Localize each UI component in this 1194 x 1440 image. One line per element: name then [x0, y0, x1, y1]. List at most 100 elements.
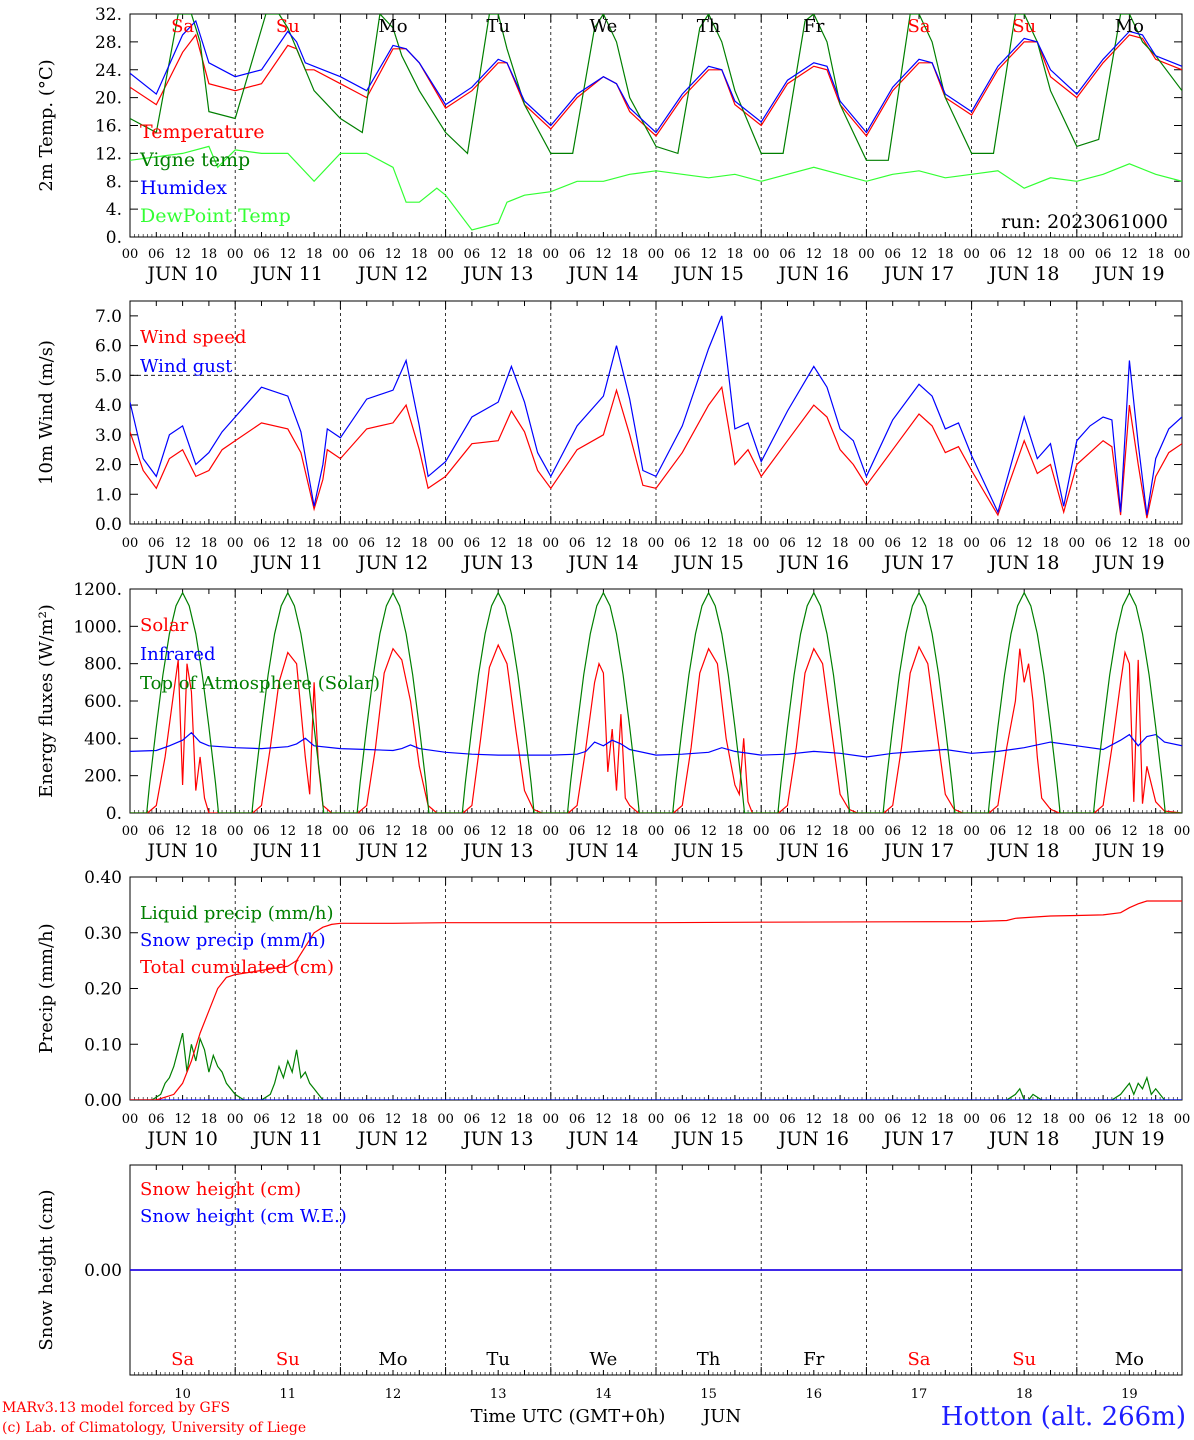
- x-date-label: JUN 14: [566, 552, 638, 574]
- x-hour-label: 18: [201, 1112, 218, 1127]
- x-hour-label: 00: [1069, 1112, 1086, 1127]
- x-hour-label: 06: [148, 536, 165, 551]
- y-tick-label: 0.20: [84, 980, 122, 1000]
- x-hour-label: 00: [1174, 247, 1191, 262]
- plot-frame: [129, 588, 1183, 814]
- y-tick-label: 1.0: [95, 485, 122, 505]
- x-date-label: JUN 13: [461, 263, 533, 285]
- x-hour-label: 12: [911, 536, 928, 551]
- x-hour-label: 18: [832, 1112, 849, 1127]
- station-name: Hotton (alt. 266m): [940, 1402, 1186, 1432]
- x-hour-label: 00: [858, 536, 875, 551]
- x-hour-label: 00: [1174, 1112, 1191, 1127]
- y-tick-label: 16.: [95, 117, 122, 137]
- x-hour-label: 12: [490, 536, 507, 551]
- x-hour-label: 18: [411, 536, 428, 551]
- x-hour-label: 06: [990, 536, 1007, 551]
- x-hour-label: 18: [937, 1112, 954, 1127]
- series-line-wind-gust: [130, 315, 1182, 516]
- y-tick-label: 200.: [84, 767, 122, 787]
- x-hour-label: 00: [753, 824, 770, 839]
- x-hour-label: 06: [569, 247, 586, 262]
- x-hour-label: 06: [884, 536, 901, 551]
- series-line-dewpoint-temp: [130, 145, 1182, 231]
- x-hour-label: 00: [227, 536, 244, 551]
- x-hour-label: 06: [990, 1112, 1007, 1127]
- weekday-label: Tu: [486, 1349, 510, 1370]
- x-date-label: JUN 16: [777, 1128, 849, 1150]
- weekday-label: Th: [697, 1349, 721, 1370]
- weekday-label: Mo: [378, 1349, 407, 1370]
- x-hour-label: 00: [543, 536, 560, 551]
- x-hour-label: 12: [1016, 536, 1033, 551]
- x-hour-label: 18: [937, 247, 954, 262]
- y-tick-label: 12.: [95, 144, 122, 164]
- legend-entry: Top of Atmosphere (Solar): [140, 673, 380, 694]
- x-hour-label: 06: [464, 1112, 481, 1127]
- x-hour-label: 06: [990, 247, 1007, 262]
- x-hour-label: 00: [437, 1112, 454, 1127]
- x-hour-label: 12: [385, 824, 402, 839]
- x-hour-label: 06: [779, 536, 796, 551]
- weekday-label: Fr: [803, 16, 824, 37]
- y-tick-label: 0.00: [84, 1091, 122, 1111]
- day-number-label: 15: [700, 1387, 717, 1402]
- series-line-humidex: [130, 19, 1182, 134]
- y-tick-label: 400.: [84, 729, 122, 749]
- x-date-label: JUN 18: [987, 840, 1059, 862]
- x-date-label: JUN 11: [251, 263, 323, 285]
- x-hour-label: 12: [174, 824, 191, 839]
- x-hour-label: 00: [332, 1112, 349, 1127]
- x-hour-label: 06: [464, 536, 481, 551]
- x-hour-label: 18: [937, 536, 954, 551]
- x-hour-label: 18: [516, 536, 533, 551]
- x-hour-label: 18: [306, 247, 323, 262]
- weekday-label: Tu: [486, 16, 510, 37]
- x-hour-label: 12: [280, 1112, 297, 1127]
- x-hour-label: 00: [1174, 536, 1191, 551]
- x-hour-label: 06: [674, 247, 691, 262]
- x-date-label: JUN 17: [882, 1128, 954, 1150]
- x-hour-label: 00: [1069, 824, 1086, 839]
- x-hour-label: 00: [227, 824, 244, 839]
- x-hour-label: 12: [1121, 1112, 1138, 1127]
- x-hour-label: 18: [516, 824, 533, 839]
- plot-frame: [129, 13, 1183, 238]
- x-hour-label: 18: [1042, 824, 1059, 839]
- x-hour-label: 12: [174, 536, 191, 551]
- x-hour-label: 12: [280, 824, 297, 839]
- y-tick-label: 600.: [84, 692, 122, 712]
- legend-entry: Snow height (cm): [140, 1179, 301, 1200]
- x-hour-label: 00: [122, 824, 139, 839]
- x-hour-label: 12: [911, 247, 928, 262]
- x-hour-label: 00: [963, 247, 980, 262]
- x-hour-label: 00: [858, 1112, 875, 1127]
- x-hour-label: 12: [1016, 824, 1033, 839]
- x-hour-label: 00: [332, 536, 349, 551]
- x-hour-label: 06: [884, 247, 901, 262]
- x-date-label: JUN 10: [145, 263, 217, 285]
- weekday-label: Sa: [171, 16, 194, 37]
- x-hour-label: 00: [753, 536, 770, 551]
- y-axis-label: Energy fluxes (W/m²): [36, 604, 57, 798]
- x-hour-label: 18: [727, 247, 744, 262]
- x-hour-label: 12: [700, 824, 717, 839]
- x-hour-label: 12: [700, 1112, 717, 1127]
- run-annotation: run: 2023061000: [1001, 211, 1168, 233]
- day-number-label: 12: [385, 1387, 402, 1402]
- day-number-label: 17: [911, 1387, 928, 1402]
- y-tick-label: 1200.: [73, 580, 122, 600]
- x-date-label: JUN 11: [251, 1128, 323, 1150]
- y-tick-label: 1000.: [73, 617, 122, 637]
- x-hour-label: 00: [332, 247, 349, 262]
- x-date-label: JUN 17: [882, 263, 954, 285]
- x-hour-label: 00: [437, 536, 454, 551]
- y-tick-label: 2.0: [95, 456, 122, 476]
- x-hour-label: 12: [700, 247, 717, 262]
- y-tick-label: 5.0: [95, 366, 122, 386]
- x-hour-label: 12: [700, 536, 717, 551]
- x-hour-label: 12: [174, 1112, 191, 1127]
- x-hour-label: 00: [858, 247, 875, 262]
- x-hour-label: 00: [753, 247, 770, 262]
